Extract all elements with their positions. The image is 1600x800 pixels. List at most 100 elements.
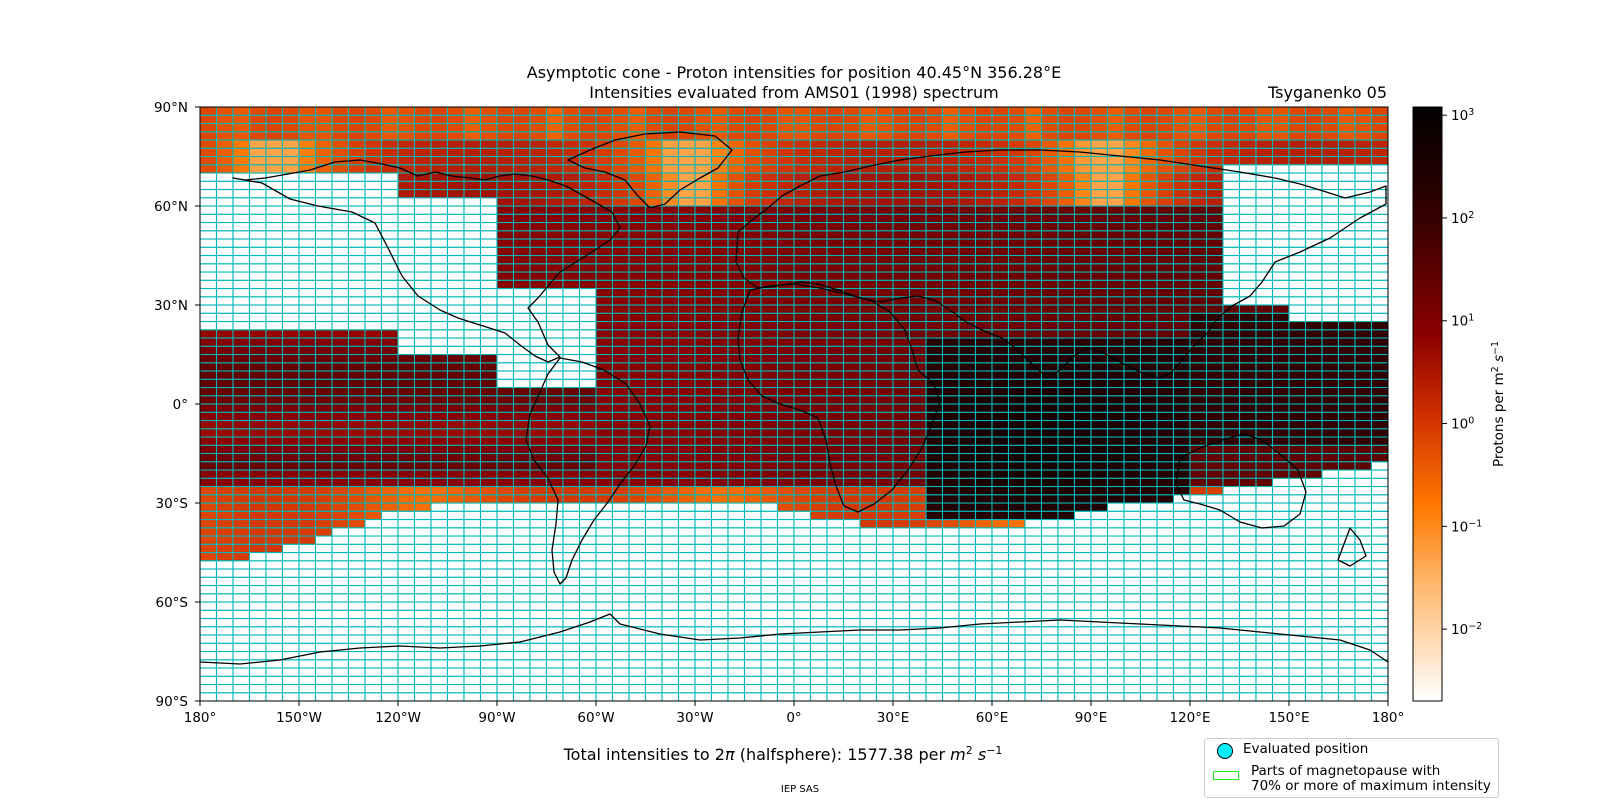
intensity-cell xyxy=(793,436,812,446)
intensity-cell xyxy=(512,560,531,570)
intensity-cell xyxy=(892,411,911,422)
intensity-cell xyxy=(1139,502,1158,512)
intensity-cell xyxy=(248,683,267,694)
intensity-cell xyxy=(200,444,218,455)
intensity-cell xyxy=(661,221,680,232)
intensity-cell xyxy=(265,304,284,314)
intensity-cell xyxy=(479,337,498,347)
intensity-cell xyxy=(529,122,548,133)
intensity-cell xyxy=(1156,692,1175,701)
intensity-cell xyxy=(1106,560,1125,570)
intensity-cell xyxy=(545,510,564,521)
intensity-cell xyxy=(1288,320,1307,331)
intensity-cell xyxy=(859,213,878,224)
intensity-cell xyxy=(859,403,878,413)
intensity-cell xyxy=(1189,617,1208,628)
intensity-cell xyxy=(298,180,317,191)
intensity-cell xyxy=(314,362,333,372)
intensity-cell xyxy=(1304,279,1323,290)
intensity-cell xyxy=(1139,650,1158,661)
intensity-cell xyxy=(248,518,267,529)
intensity-cell xyxy=(1172,296,1191,306)
intensity-cell xyxy=(859,494,878,504)
intensity-cell xyxy=(529,568,548,578)
intensity-cell xyxy=(809,320,828,331)
intensity-cell xyxy=(760,535,779,545)
intensity-cell xyxy=(562,510,581,521)
intensity-cell xyxy=(1205,551,1224,562)
intensity-cell xyxy=(611,527,630,537)
intensity-cell xyxy=(1024,659,1043,669)
intensity-cell xyxy=(1040,386,1059,397)
intensity-cell xyxy=(1139,271,1158,281)
intensity-cell xyxy=(710,601,729,611)
intensity-cell xyxy=(1271,617,1290,628)
intensity-cell xyxy=(1304,560,1323,570)
intensity-cell xyxy=(1238,551,1257,562)
intensity-cell xyxy=(842,593,861,603)
intensity-cell xyxy=(694,535,713,545)
intensity-cell xyxy=(496,271,515,281)
intensity-cell xyxy=(1090,692,1109,701)
intensity-cell xyxy=(1007,254,1026,265)
intensity-cell xyxy=(991,543,1010,554)
intensity-cell xyxy=(1189,386,1208,397)
intensity-cell xyxy=(446,518,465,529)
intensity-cell xyxy=(578,122,597,133)
intensity-cell xyxy=(1271,527,1290,537)
intensity-cell xyxy=(1271,551,1290,562)
intensity-cell xyxy=(364,444,383,455)
intensity-cell xyxy=(1172,609,1191,620)
intensity-cell xyxy=(1321,271,1340,281)
intensity-cell xyxy=(892,164,911,174)
intensity-cell xyxy=(1255,527,1274,537)
intensity-cell xyxy=(941,683,960,694)
intensity-cell xyxy=(1106,642,1125,653)
intensity-cell xyxy=(479,609,498,620)
intensity-cell xyxy=(281,593,300,603)
intensity-cell xyxy=(661,543,680,554)
intensity-cell xyxy=(1288,444,1307,455)
intensity-cell xyxy=(1222,107,1241,116)
intensity-cell xyxy=(694,147,713,158)
intensity-cell xyxy=(314,428,333,438)
intensity-cell xyxy=(1205,411,1224,422)
intensity-cell xyxy=(826,254,845,265)
intensity-cell xyxy=(529,221,548,232)
intensity-cell xyxy=(941,188,960,199)
intensity-cell xyxy=(1007,172,1026,182)
intensity-cell xyxy=(265,378,284,389)
intensity-cell xyxy=(1238,254,1257,265)
intensity-cell xyxy=(710,362,729,372)
intensity-cell xyxy=(347,345,366,356)
intensity-cell xyxy=(232,667,251,677)
intensity-cell xyxy=(281,114,300,125)
intensity-cell xyxy=(413,452,432,463)
intensity-cell xyxy=(1271,263,1290,273)
intensity-cell xyxy=(248,345,267,356)
intensity-cell xyxy=(991,304,1010,314)
intensity-cell xyxy=(1304,502,1323,512)
intensity-cell xyxy=(958,510,977,521)
intensity-cell xyxy=(215,461,234,471)
intensity-cell xyxy=(677,560,696,570)
intensity-cell xyxy=(1156,122,1175,133)
intensity-cell xyxy=(248,428,267,438)
intensity-cell xyxy=(347,395,366,405)
intensity-cell xyxy=(496,518,515,529)
intensity-cell xyxy=(892,213,911,224)
intensity-cell xyxy=(1238,312,1257,323)
intensity-cell xyxy=(661,518,680,529)
intensity-cell xyxy=(545,395,564,405)
intensity-cell xyxy=(1090,230,1109,240)
intensity-cell xyxy=(611,568,630,578)
intensity-cell xyxy=(809,543,828,554)
intensity-cell xyxy=(611,238,630,248)
intensity-cell xyxy=(446,609,465,620)
intensity-cell xyxy=(1106,238,1125,248)
intensity-cell xyxy=(331,584,350,595)
intensity-cell xyxy=(644,254,663,265)
intensity-cell xyxy=(232,403,251,413)
intensity-cell xyxy=(974,543,993,554)
intensity-cell xyxy=(908,477,927,488)
